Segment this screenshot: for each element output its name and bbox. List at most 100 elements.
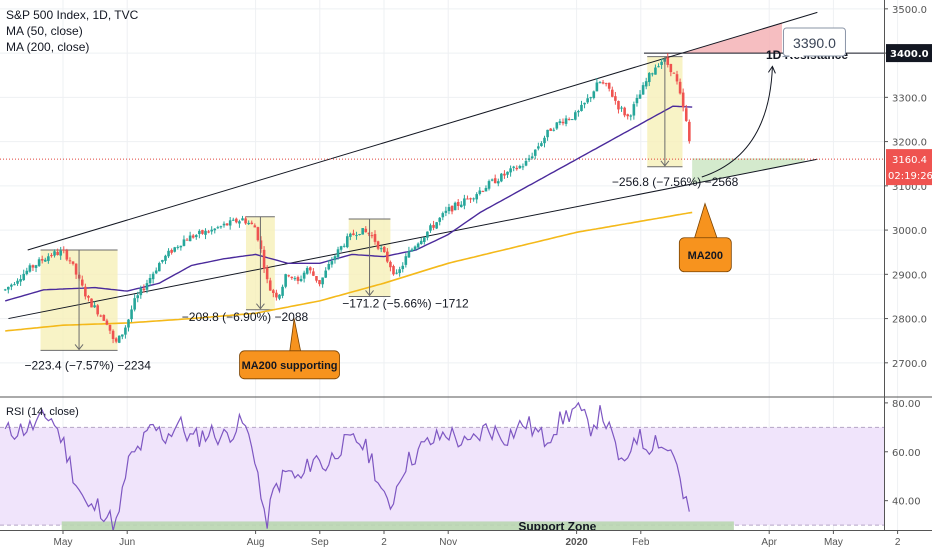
candle-body [367, 232, 371, 234]
candle-body [459, 204, 463, 208]
candle-body [68, 260, 72, 262]
candle-body [62, 249, 66, 251]
candle-body [22, 273, 26, 281]
candle-body [37, 259, 41, 266]
candle-body [472, 198, 475, 200]
candle-body [3, 289, 7, 291]
candle-body [330, 261, 334, 265]
correction-arrow-head [256, 303, 265, 310]
candle-body [43, 259, 47, 262]
price-tick-label: 3200.0 [892, 138, 927, 149]
candle-body [102, 314, 106, 321]
callout-text: MA200 supporting [242, 360, 338, 372]
callout-ma200-supporting [239, 350, 340, 380]
candle-body [632, 104, 636, 116]
time-tick-label: Jun [119, 537, 135, 548]
candle-body [164, 255, 167, 261]
candle-body [533, 149, 537, 156]
candle-body [589, 97, 593, 99]
rsi-tick-label: 80.00 [892, 399, 921, 410]
time-tick-label: Sep [311, 537, 329, 548]
time-axis[interactable]: May Jun Aug Sep 2 Nov 2020 Feb Apr May 2 [54, 530, 901, 548]
candle-body [151, 273, 155, 280]
callout-text: MA200 [688, 250, 723, 262]
target-box-pointer-mask [789, 53, 804, 57]
candle-body [358, 234, 361, 236]
price-axis[interactable]: 3500.0 3400.0 3300.0 3200.0 3100.0 3000.0 2900… [884, 5, 932, 370]
candle-body [136, 295, 140, 299]
candle-body [481, 191, 485, 193]
candle-body [278, 294, 281, 299]
candle-body [275, 292, 278, 298]
candle-body [398, 269, 401, 274]
candle-body [161, 259, 164, 262]
rsi-tick-label: 40.00 [892, 497, 921, 508]
ma50-legend: MA (50, close) [6, 24, 83, 38]
candle-body [225, 223, 229, 226]
candle-body [312, 271, 315, 276]
candle-body [170, 249, 173, 253]
candle-body [466, 198, 469, 200]
candle-body [570, 119, 574, 121]
candle-body [506, 171, 509, 175]
candle-body [50, 255, 53, 257]
time-tick-label: May [824, 537, 843, 548]
candle-body [244, 218, 247, 224]
candle-body [419, 240, 423, 245]
candle-body [638, 94, 642, 99]
price-tick-label: 2700.0 [892, 359, 927, 370]
candle-body [586, 98, 589, 103]
candle-body [410, 249, 414, 252]
candle-body [210, 229, 213, 232]
resistance-price-text: 3400.0 [890, 49, 929, 60]
candle-body [395, 272, 398, 274]
candle-body [65, 250, 69, 260]
candle-body [287, 275, 291, 277]
rsi-pane: Support Zone [0, 401, 884, 530]
projection-arrow [701, 66, 773, 178]
candle-body [40, 259, 44, 261]
candle-body [641, 85, 645, 95]
rsi-support-zone [61, 521, 734, 530]
candle-body [626, 114, 630, 117]
candle-body [450, 205, 454, 212]
candle-body [355, 235, 358, 237]
candle-body [623, 107, 626, 116]
candle-body [28, 265, 32, 272]
candle-body [595, 82, 599, 92]
projection-arrow-head [767, 65, 776, 74]
candle-body [349, 233, 352, 237]
correction-arrow-head [365, 290, 374, 297]
candle-body [71, 261, 75, 264]
candle-body [654, 67, 657, 75]
correction-arrow-head [660, 160, 670, 167]
candle-body [247, 222, 250, 225]
support-triangle [692, 158, 805, 184]
candle-body [299, 278, 303, 282]
time-tick-label: 2 [895, 537, 901, 548]
current-price-text: 3160.4 [892, 155, 927, 166]
candle-body [105, 320, 109, 325]
rsi-axis[interactable]: 80.00 60.00 40.00 [884, 399, 921, 508]
candle-body [231, 219, 235, 221]
candle-body [19, 279, 22, 282]
candle-body [124, 327, 127, 335]
candle-body [145, 283, 149, 290]
candle-body [373, 234, 377, 242]
candle-body [490, 179, 494, 181]
candle-body [272, 290, 275, 293]
candle-body [478, 190, 482, 194]
candle-body [555, 122, 559, 129]
candle-body [392, 266, 395, 275]
channel [0, 11, 884, 320]
candle-body [503, 173, 506, 176]
time-tick-label: Apr [761, 537, 777, 548]
candle-body [127, 319, 130, 328]
candle-body [352, 233, 355, 236]
candle-body [305, 268, 309, 274]
candle-body [59, 250, 62, 256]
candle-body [142, 288, 146, 291]
candle-body [487, 181, 491, 189]
candle-body [201, 230, 204, 234]
candle-body [598, 82, 602, 84]
